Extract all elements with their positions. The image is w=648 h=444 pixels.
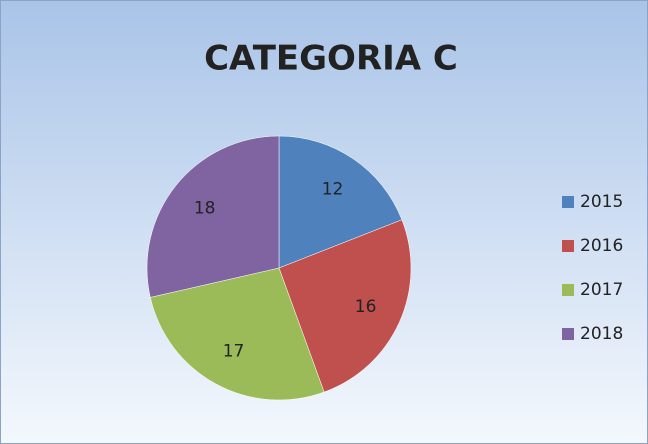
legend-swatch — [562, 328, 574, 340]
chart-title: CATEGORIA C — [204, 39, 458, 79]
pie-slice — [150, 267, 325, 401]
legend-label: 2016 — [580, 236, 623, 256]
legend-label: 2018 — [580, 324, 623, 344]
legend-label: 2017 — [580, 280, 623, 300]
data-label: 16 — [355, 297, 377, 317]
pie-slice — [146, 135, 280, 298]
data-label: 18 — [194, 199, 216, 219]
legend-swatch — [562, 196, 574, 208]
pie-slice — [278, 219, 412, 393]
pie-slice — [278, 135, 403, 269]
legend-swatch — [562, 240, 574, 252]
legend-swatch — [562, 284, 574, 296]
legend-label: 2015 — [580, 192, 623, 212]
data-label: 17 — [223, 341, 245, 361]
data-label: 12 — [322, 179, 344, 199]
